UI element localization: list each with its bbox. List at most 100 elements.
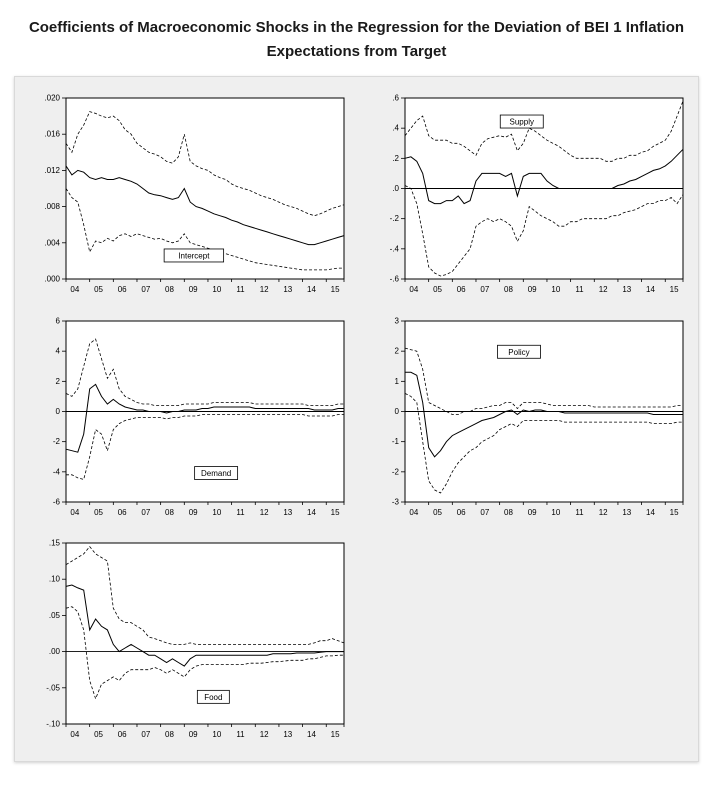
svg-text:12: 12 (259, 730, 268, 739)
svg-text:14: 14 (307, 508, 316, 517)
svg-text:Demand: Demand (201, 469, 231, 478)
svg-text:09: 09 (188, 285, 197, 294)
svg-text:07: 07 (481, 285, 490, 294)
charts-panel: .000.004.008.012.016.020 04 05 06 07 08 09 10 11… (14, 76, 699, 762)
svg-text:13: 13 (283, 730, 292, 739)
figure-title-line1: Coefficients of Macroeconomic Shocks in … (28, 19, 685, 36)
svg-text:.10: .10 (49, 575, 61, 584)
chart-demand: -6 -4 -2 0 2 4 6 04 05 06 07 08 09 10 11 12 13 14 15 Demand (22, 312, 352, 526)
svg-text:1: 1 (395, 376, 400, 385)
svg-text:0: 0 (395, 407, 400, 416)
svg-text:14: 14 (307, 730, 316, 739)
svg-text:15: 15 (670, 285, 679, 294)
svg-text:10: 10 (212, 730, 221, 739)
svg-text:09: 09 (528, 285, 537, 294)
svg-text:04: 04 (410, 285, 419, 294)
svg-text:Supply: Supply (510, 118, 534, 127)
svg-text:13: 13 (623, 285, 632, 294)
svg-text:Food: Food (204, 693, 222, 702)
svg-text:08: 08 (165, 508, 174, 517)
svg-text:07: 07 (481, 508, 490, 517)
svg-text:14: 14 (646, 285, 655, 294)
svg-text:07: 07 (141, 508, 150, 517)
svg-text:06: 06 (457, 285, 466, 294)
svg-text:-3: -3 (392, 497, 400, 506)
svg-text:11: 11 (236, 508, 245, 517)
svg-text:.4: .4 (393, 124, 400, 133)
svg-text:04: 04 (70, 285, 79, 294)
svg-text:-.05: -.05 (46, 684, 60, 693)
svg-text:13: 13 (623, 508, 632, 517)
svg-text:08: 08 (504, 508, 513, 517)
svg-text:14: 14 (307, 285, 316, 294)
svg-text:10: 10 (552, 285, 561, 294)
svg-text:2: 2 (395, 346, 400, 355)
chart-food: -.10 -.05 .00 .05 .10 .15 04 05 06 07 08 09 10 11 12 13… (22, 534, 352, 748)
svg-text:08: 08 (165, 285, 174, 294)
svg-text:11: 11 (236, 730, 245, 739)
svg-text:-.6: -.6 (390, 275, 400, 284)
svg-text:-4: -4 (53, 467, 61, 476)
svg-text:12: 12 (599, 508, 608, 517)
svg-text:.2: .2 (393, 154, 400, 163)
svg-text:05: 05 (433, 508, 442, 517)
svg-text:.15: .15 (49, 539, 61, 548)
svg-text:06: 06 (117, 730, 126, 739)
svg-text:.020: .020 (44, 94, 60, 103)
svg-text:15: 15 (330, 730, 339, 739)
svg-text:0: 0 (55, 407, 60, 416)
svg-text:12: 12 (259, 508, 268, 517)
svg-text:11: 11 (576, 285, 585, 294)
chart-policy: -3 -2 -1 0 1 2 3 04 05 06 07 08 09 10 11 12 13 14 15 Policy (361, 312, 691, 526)
svg-text:.6: .6 (393, 94, 400, 103)
svg-text:-.2: -.2 (390, 214, 400, 223)
svg-text:.016: .016 (44, 130, 60, 139)
svg-text:.00: .00 (49, 647, 61, 656)
svg-text:06: 06 (117, 508, 126, 517)
svg-text:06: 06 (457, 508, 466, 517)
svg-text:10: 10 (552, 508, 561, 517)
svg-text:09: 09 (188, 730, 197, 739)
svg-text:-.10: -.10 (46, 720, 60, 729)
svg-text:07: 07 (141, 730, 150, 739)
svg-text:07: 07 (141, 285, 150, 294)
figure-title: Coefficients of Macroeconomic Shocks in … (0, 0, 713, 64)
svg-text:.012: .012 (44, 166, 60, 175)
svg-text:05: 05 (94, 285, 103, 294)
figure-page: Coefficients of Macroeconomic Shocks in … (0, 0, 713, 762)
svg-text:3: 3 (395, 316, 400, 325)
svg-text:2: 2 (55, 376, 60, 385)
svg-text:08: 08 (165, 730, 174, 739)
svg-text:04: 04 (410, 508, 419, 517)
svg-text:05: 05 (94, 508, 103, 517)
svg-text:14: 14 (646, 508, 655, 517)
svg-text:4: 4 (55, 346, 60, 355)
svg-text:12: 12 (259, 285, 268, 294)
svg-text:-2: -2 (53, 437, 61, 446)
svg-text:05: 05 (433, 285, 442, 294)
svg-text:05: 05 (94, 730, 103, 739)
svg-text:10: 10 (212, 285, 221, 294)
svg-text:06: 06 (117, 285, 126, 294)
svg-text:-1: -1 (392, 437, 400, 446)
svg-text:11: 11 (576, 508, 585, 517)
svg-text:13: 13 (283, 508, 292, 517)
svg-text:11: 11 (236, 285, 245, 294)
svg-text:13: 13 (283, 285, 292, 294)
svg-text:10: 10 (212, 508, 221, 517)
chart-intercept: .000 .004 .008 .012 .016 .020 04 05 06 07 08 09 10 11… (22, 89, 352, 303)
svg-text:15: 15 (330, 508, 339, 517)
svg-text:Intercept: Intercept (178, 251, 210, 260)
svg-text:-6: -6 (53, 497, 61, 506)
svg-text:.008: .008 (44, 202, 60, 211)
svg-text:12: 12 (599, 285, 608, 294)
svg-text:15: 15 (670, 508, 679, 517)
svg-text:04: 04 (70, 508, 79, 517)
svg-text:-.4: -.4 (390, 244, 400, 253)
svg-text:.004: .004 (44, 238, 60, 247)
svg-text:Policy: Policy (509, 347, 530, 356)
figure-title-line2: Expectations from Target (266, 43, 447, 60)
svg-text:09: 09 (528, 508, 537, 517)
chart-supply: -.6 -.4 -.2 .0 .2 .4 .6 04 05 06 07 08 09 10 11 12 13 14 1… (361, 89, 691, 303)
svg-text:-2: -2 (392, 467, 400, 476)
